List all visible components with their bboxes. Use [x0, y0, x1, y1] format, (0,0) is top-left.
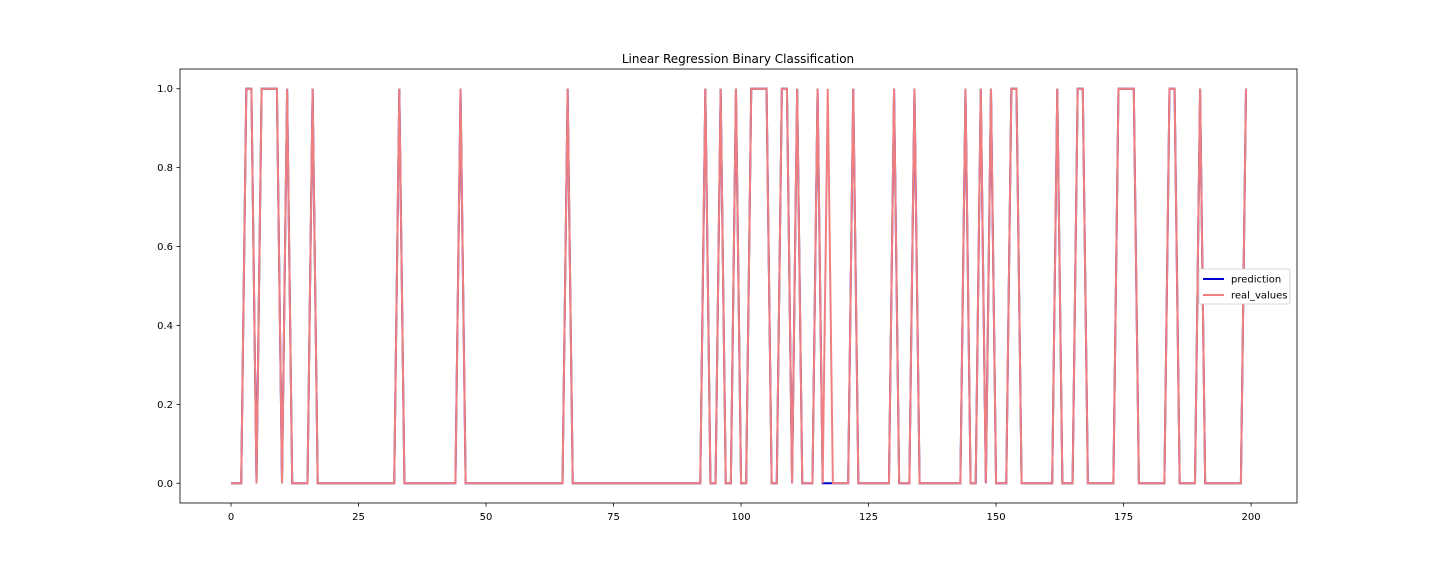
x-tick-label: 25 — [352, 512, 365, 523]
y-tick-label: 0.4 — [157, 321, 173, 332]
legend-label-real-values: real_values — [1231, 291, 1287, 302]
x-tick-label: 50 — [480, 512, 493, 523]
x-tick-label: 125 — [859, 512, 878, 523]
x-tick-label: 200 — [1242, 512, 1261, 523]
legend-label-prediction: prediction — [1231, 275, 1281, 286]
x-tick-label: 75 — [607, 512, 620, 523]
y-tick-label: 0.0 — [157, 479, 173, 490]
x-axis: 0 25 50 75 100 125 150 175 200 — [228, 503, 1261, 523]
y-tick-label: 1.0 — [157, 84, 173, 95]
series-line-real-values — [231, 87, 1247, 485]
y-axis: 0.0 0.2 0.4 0.6 0.8 1.0 — [157, 84, 180, 490]
x-tick-label: 175 — [1114, 512, 1133, 523]
legend: prediction real_values — [1198, 268, 1291, 305]
y-tick-label: 0.8 — [157, 163, 173, 174]
x-tick-label: 150 — [987, 512, 1006, 523]
chart-title: Linear Regression Binary Classification — [622, 52, 854, 66]
y-tick-label: 0.2 — [157, 400, 173, 411]
y-tick-label: 0.6 — [157, 242, 173, 253]
x-tick-label: 100 — [732, 512, 751, 523]
series-layer — [231, 87, 1247, 485]
x-tick-label: 0 — [228, 512, 234, 523]
